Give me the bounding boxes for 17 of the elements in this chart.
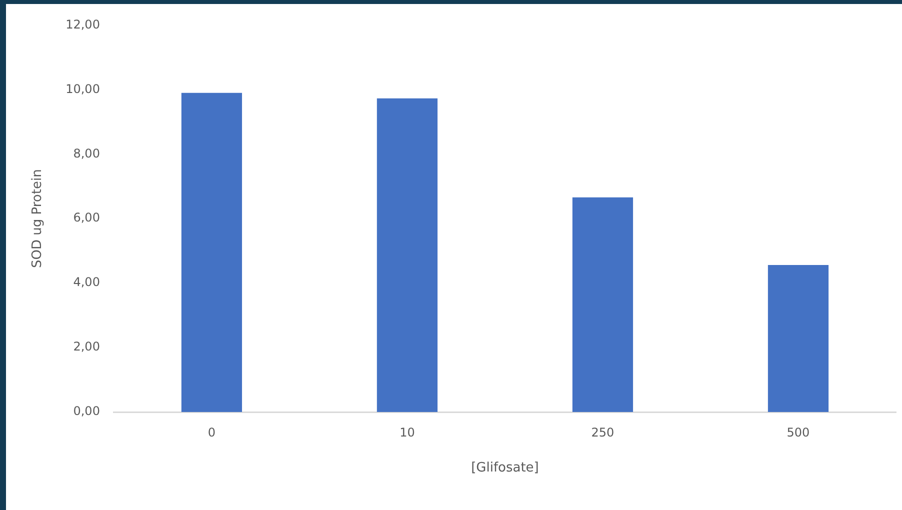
- x-tick-label: 500: [786, 425, 810, 440]
- y-tick-label: 2,00: [73, 340, 100, 354]
- y-tick-label: 6,00: [73, 210, 100, 225]
- y-tick-label: 10,00: [66, 82, 100, 96]
- y-tick-label: 12,00: [66, 17, 100, 32]
- x-tick-label: 0: [208, 425, 216, 440]
- x-tick-label: 250: [591, 425, 614, 440]
- bar: [181, 92, 242, 412]
- bar: [376, 98, 438, 412]
- y-tick-label: 0,00: [73, 404, 100, 418]
- bar: [768, 265, 829, 412]
- bar: [572, 197, 634, 412]
- y-axis-title: SOD ug Protein: [30, 169, 46, 268]
- y-tick-label: 4,00: [73, 275, 100, 290]
- x-tick-label: 10: [400, 425, 415, 440]
- y-tick-label: 8,00: [73, 146, 100, 160]
- x-axis-title: [Glifosate]: [471, 460, 539, 476]
